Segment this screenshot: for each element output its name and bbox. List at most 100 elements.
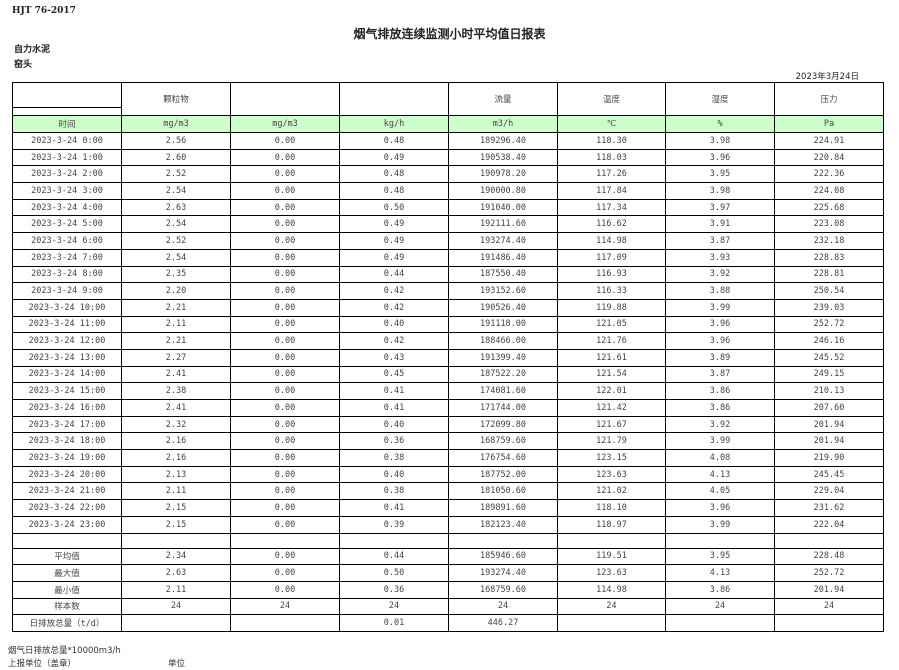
table-cell: 3.97 bbox=[665, 198, 775, 217]
table-cell: 223.08 bbox=[774, 215, 884, 234]
table-cell: 0.00 bbox=[230, 432, 340, 451]
table-cell: 2.11 bbox=[121, 315, 231, 334]
table-cell: 114.98 bbox=[557, 232, 666, 250]
table-cell: 2023-3-24 0:00 bbox=[12, 132, 122, 150]
table-cell: 0.00 bbox=[230, 148, 340, 167]
table-cell: 2023-3-24 12:00 bbox=[12, 332, 122, 350]
table-cell: 2023-3-24 6:00 bbox=[12, 232, 122, 250]
table-row: 2023-3-24 11:00 2.11 0.00 0.40 191118.00 121.… bbox=[12, 315, 884, 334]
table-cell: 117.26 bbox=[557, 165, 666, 184]
table-cell: 201.94 bbox=[774, 432, 884, 451]
table-cell: 224.08 bbox=[774, 182, 884, 200]
table-cell: 232.18 bbox=[774, 232, 884, 250]
table-cell: 0.00 bbox=[230, 348, 340, 367]
table-cell: 24 bbox=[339, 597, 449, 616]
table-cell: 172099.80 bbox=[448, 415, 558, 434]
table-cell: 0.44 bbox=[339, 265, 449, 284]
table-cell: 3.96 bbox=[665, 148, 775, 167]
table-cell: 119.88 bbox=[557, 298, 666, 317]
table-cell: 207.60 bbox=[774, 399, 884, 417]
table-cell: 0.00 bbox=[230, 165, 340, 184]
table-cell: 121.76 bbox=[557, 332, 666, 350]
report-table: 颗粒物 流量 温度 湿度 压力 时间 mg/m3 mg/m3 kg/h m3/h ℃% Pa 2023-… bbox=[12, 82, 884, 632]
table-cell: 24 bbox=[557, 597, 666, 616]
table-cell: 2023-3-24 23:00 bbox=[12, 515, 122, 534]
table-cell: 168759.60 bbox=[448, 432, 558, 451]
table-cell: 24 bbox=[448, 597, 558, 616]
table-cell: 446.27 bbox=[448, 614, 558, 632]
table-cell: 0.41 bbox=[339, 399, 449, 417]
table-cell: 24 bbox=[774, 597, 884, 616]
table-cell: 0.00 bbox=[230, 515, 340, 534]
table-cell: Pa bbox=[774, 115, 884, 133]
table-cell bbox=[230, 532, 340, 549]
table-row: 2023-3-24 9:00 2.20 0.00 0.42 193152.60 116.3… bbox=[12, 282, 884, 300]
table-cell bbox=[230, 82, 340, 116]
table-cell: 2.63 bbox=[121, 198, 231, 217]
table-cell bbox=[774, 532, 884, 549]
table-cell: 123.63 bbox=[557, 564, 666, 582]
table-cell: 2023-3-24 4:00 bbox=[12, 198, 122, 217]
table-cell: 0.00 bbox=[230, 449, 340, 467]
table-cell: 样本数 bbox=[12, 597, 122, 616]
table-cell: 4.08 bbox=[665, 449, 775, 467]
units-row: 时间 mg/m3 mg/m3 kg/h m3/h ℃% Pa bbox=[12, 115, 884, 133]
table-cell bbox=[774, 614, 884, 632]
table-cell bbox=[557, 532, 666, 549]
standard-code: HJT 76-2017 bbox=[12, 6, 76, 16]
table-cell: 0.00 bbox=[230, 564, 340, 582]
table-cell: 2.21 bbox=[121, 332, 231, 350]
table-cell: 0.00 bbox=[230, 547, 340, 566]
table-cell: 201.94 bbox=[774, 580, 884, 599]
table-row: 2023-3-24 22:00 2.15 0.00 0.41 189891.60 118.… bbox=[12, 499, 884, 517]
table-cell: 0.48 bbox=[339, 165, 449, 184]
table-cell: 0.41 bbox=[339, 499, 449, 517]
table-cell: 0.40 bbox=[339, 315, 449, 334]
stats-row: 最大值 2.63 0.00 0.50 193274.40 123.63 4.13 252.72 bbox=[12, 564, 884, 582]
table-cell: 0.00 bbox=[230, 232, 340, 250]
table-cell: 189891.60 bbox=[448, 499, 558, 517]
table-cell: 2023-3-24 5:00 bbox=[12, 215, 122, 234]
table-cell: 2023-3-24 19:00 bbox=[12, 449, 122, 467]
table-row: 2023-3-24 21:00 2.11 0.00 0.38 181050.60 121.… bbox=[12, 482, 884, 501]
table-cell: 24 bbox=[665, 597, 775, 616]
table-cell bbox=[230, 614, 340, 632]
table-cell: 121.79 bbox=[557, 432, 666, 451]
table-cell: 188466.00 bbox=[448, 332, 558, 350]
table-cell: 2023-3-24 8:00 bbox=[12, 265, 122, 284]
table-cell: 193274.40 bbox=[448, 564, 558, 582]
table-cell: 192111.60 bbox=[448, 215, 558, 234]
table-cell: 0.00 bbox=[230, 332, 340, 350]
table-cell: mg/m3 bbox=[230, 115, 340, 133]
table-cell: 123.63 bbox=[557, 465, 666, 484]
table-cell: 2.63 bbox=[121, 564, 231, 582]
table-cell: 2023-3-24 21:00 bbox=[12, 482, 122, 501]
table-cell: 0.42 bbox=[339, 282, 449, 300]
table-cell: 228.83 bbox=[774, 248, 884, 267]
table-row: 2023-3-24 16:00 2.41 0.00 0.41 171744.00 121.… bbox=[12, 399, 884, 417]
table-cell: 191118.00 bbox=[448, 315, 558, 334]
table-cell: 2023-3-24 13:00 bbox=[12, 348, 122, 367]
table-cell: 湿度 bbox=[665, 82, 775, 116]
table-cell: 3.92 bbox=[665, 415, 775, 434]
table-cell: 116.62 bbox=[557, 215, 666, 234]
table-row: 2023-3-24 12:00 2.21 0.00 0.42 188466.00 121.… bbox=[12, 332, 884, 350]
table-row: 2023-3-24 14:00 2.41 0.00 0.45 187522.20 121.… bbox=[12, 365, 884, 384]
table-cell: 0.42 bbox=[339, 332, 449, 350]
table-cell: 2023-3-24 17:00 bbox=[12, 415, 122, 434]
table-cell: 0.00 bbox=[230, 499, 340, 517]
table-cell: 3.87 bbox=[665, 232, 775, 250]
table-row: 2023-3-24 0:00 2.56 0.00 0.48 189296.40 118.3… bbox=[12, 132, 884, 150]
table-cell: 225.68 bbox=[774, 198, 884, 217]
table-cell: 3.98 bbox=[665, 132, 775, 150]
table-cell: 温度 bbox=[557, 82, 666, 116]
table-cell: 118.03 bbox=[557, 148, 666, 167]
blank-row bbox=[12, 532, 884, 549]
table-row: 2023-3-24 8:00 2.35 0.00 0.44 187550.40 116.9… bbox=[12, 265, 884, 284]
footer-unit: 单位 bbox=[168, 659, 186, 669]
table-cell: 181050.60 bbox=[448, 482, 558, 501]
table-cell: 190000.80 bbox=[448, 182, 558, 200]
table-cell: 193152.60 bbox=[448, 282, 558, 300]
table-cell: 114.98 bbox=[557, 580, 666, 599]
table-cell: 121.05 bbox=[557, 315, 666, 334]
